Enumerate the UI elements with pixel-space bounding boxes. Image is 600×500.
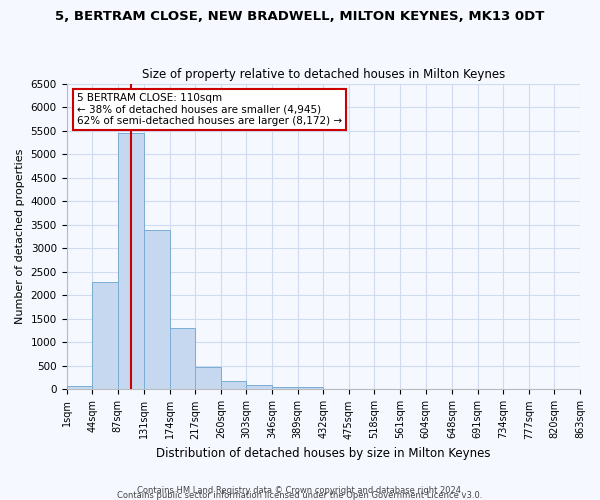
Text: 5, BERTRAM CLOSE, NEW BRADWELL, MILTON KEYNES, MK13 0DT: 5, BERTRAM CLOSE, NEW BRADWELL, MILTON K… [55,10,545,23]
Bar [118,133,144,390]
Text: 5 BERTRAM CLOSE: 110sqm
← 38% of detached houses are smaller (4,945)
62% of semi: 5 BERTRAM CLOSE: 110sqm ← 38% of detache… [77,92,342,126]
Bar [144,230,170,390]
Title: Size of property relative to detached houses in Milton Keynes: Size of property relative to detached ho… [142,68,505,81]
Bar [92,282,118,390]
Bar [195,367,221,390]
X-axis label: Distribution of detached houses by size in Milton Keynes: Distribution of detached houses by size … [156,447,491,460]
Bar [221,380,247,390]
Bar [272,387,298,390]
Text: Contains HM Land Registry data © Crown copyright and database right 2024.: Contains HM Land Registry data © Crown c… [137,486,463,495]
Bar [170,328,195,390]
Text: Contains public sector information licensed under the Open Government Licence v3: Contains public sector information licen… [118,491,482,500]
Y-axis label: Number of detached properties: Number of detached properties [15,149,25,324]
Bar [298,388,323,390]
Bar [67,386,92,390]
Bar [247,385,272,390]
